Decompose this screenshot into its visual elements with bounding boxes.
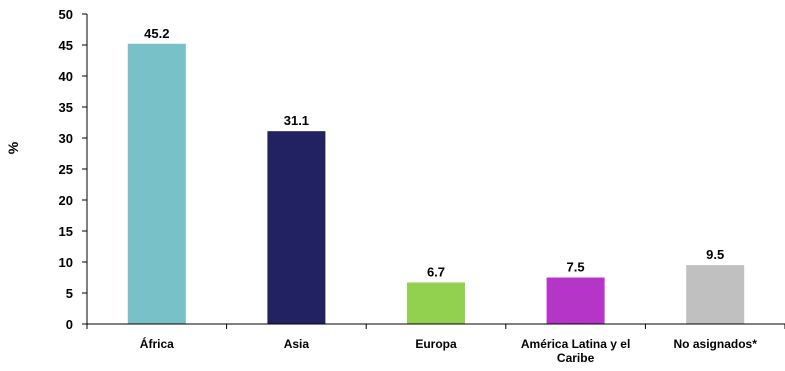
bar (127, 43, 186, 324)
y-tick-label: 15 (59, 224, 73, 239)
y-tick-label: 10 (59, 255, 73, 270)
bar (407, 282, 465, 324)
y-tick-label: 50 (59, 7, 73, 22)
bar (546, 277, 605, 324)
data-label: 9.5 (706, 247, 724, 262)
y-tick-label: 45 (59, 38, 73, 53)
y-tick-label: 35 (59, 100, 73, 115)
y-axis-label: % (5, 141, 21, 154)
category-label-line: No asignados* (674, 337, 758, 351)
category-label: América Latina y el Caribe (521, 337, 630, 365)
category-label: Asia (284, 337, 310, 351)
bar (686, 265, 745, 324)
y-tick-label: 25 (59, 162, 73, 177)
data-label: 45.2 (144, 26, 169, 41)
category-label: No asignados* (674, 337, 758, 351)
category-label: Europa (415, 337, 457, 351)
category-label-line: Europa (415, 337, 457, 351)
data-label: 31.1 (284, 113, 309, 128)
y-tick-label: 20 (59, 193, 73, 208)
y-tick-label: 5 (66, 286, 73, 301)
category-label: África (140, 336, 174, 351)
data-label: 6.7 (427, 264, 445, 279)
category-label-line: África (140, 336, 174, 351)
category-label-line: Asia (284, 337, 310, 351)
data-labels-group: 45.2 31.1 6.7 7.5 9.5 (144, 26, 724, 280)
y-axis: 0 5 10 15 20 25 30 35 40 45 50 (59, 7, 88, 332)
category-label-line: Caribe (557, 351, 595, 365)
data-label: 7.5 (567, 260, 585, 275)
x-axis: África Asia Europa América Latina y el Carib… (86, 323, 785, 365)
category-label-line: América Latina y el (521, 337, 630, 351)
bar (267, 131, 326, 324)
bars-group (127, 43, 745, 324)
y-tick-label: 30 (59, 131, 73, 146)
y-tick-label: 40 (59, 69, 73, 84)
y-tick-label: 0 (66, 317, 73, 332)
